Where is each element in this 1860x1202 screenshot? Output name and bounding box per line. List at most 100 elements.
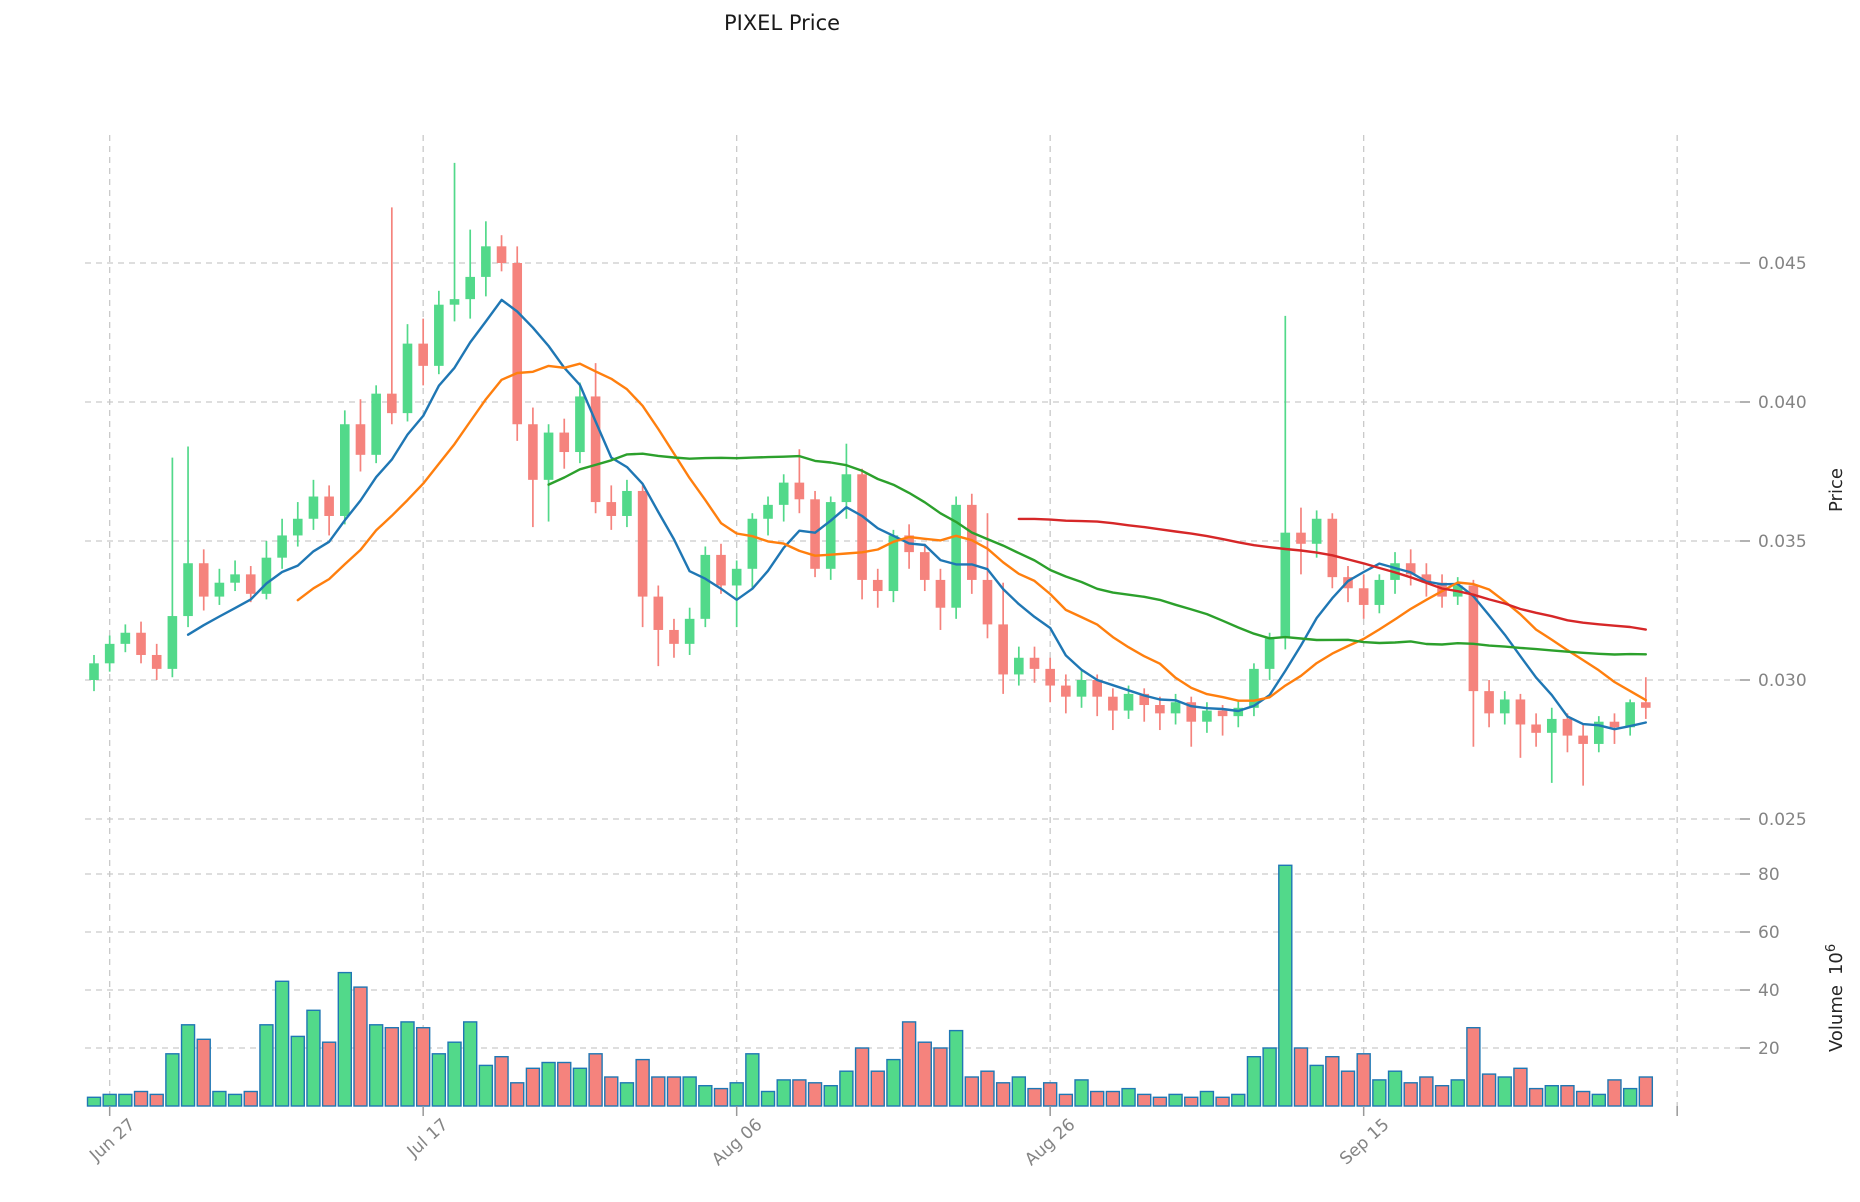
candle-body-up <box>465 276 475 300</box>
candle-body-up <box>1014 657 1024 675</box>
candle-body-down <box>935 579 946 608</box>
candle-body-down <box>1531 724 1541 733</box>
candle-body-up <box>167 616 178 669</box>
candle-body-up <box>292 518 303 536</box>
volume-bar-down <box>651 1076 666 1107</box>
candle-body-down <box>496 246 507 263</box>
volume-bar-up <box>447 1041 462 1107</box>
volume-bar-down <box>1058 1093 1074 1107</box>
volume-bar-down <box>666 1076 682 1107</box>
candle-body-down <box>1029 657 1040 669</box>
candle-body-up <box>1374 579 1385 605</box>
price-tick-0025: 0.025 <box>1758 810 1807 830</box>
price-axis-label: Price <box>1826 468 1847 512</box>
candle-body-down <box>1562 718 1573 736</box>
volume-bar-up <box>682 1076 697 1107</box>
volume-axis-label: Volume 106 <box>1824 944 1847 1052</box>
candle-body-up <box>261 557 272 594</box>
candle-body-down <box>151 654 162 669</box>
candle-body-up <box>1170 702 1181 714</box>
volume-bar-up <box>165 1053 180 1107</box>
volume-bar-up <box>1246 1055 1262 1107</box>
x-tick-jul17: Jul 17 <box>403 1115 452 1162</box>
candle-body-up <box>1249 668 1259 708</box>
volume-bar-up <box>1262 1047 1277 1107</box>
candle-body-down <box>919 552 930 580</box>
volume-bar-down <box>1325 1055 1340 1107</box>
candle-body-down <box>1045 668 1055 686</box>
volume-bar-up <box>745 1053 760 1107</box>
volume-bar-down <box>933 1047 948 1107</box>
candle-body-down <box>1327 518 1338 578</box>
candle-body-down <box>1217 710 1228 717</box>
candle-body-up <box>481 246 491 277</box>
volume-bar-down <box>321 1041 337 1107</box>
ma-line-sma60 <box>1017 517 1648 631</box>
candle-body-down <box>716 554 726 586</box>
volume-bar-up <box>839 1070 854 1107</box>
volume-bar-down <box>1513 1067 1528 1107</box>
volume-bar-down <box>980 1070 995 1107</box>
candle-body-up <box>684 618 695 644</box>
volume-bar-down <box>384 1026 400 1107</box>
candle-body-down <box>355 424 366 455</box>
volume-bar-up <box>1074 1079 1089 1107</box>
volume-bar-down <box>1528 1087 1544 1107</box>
volume-bar-down <box>243 1090 258 1107</box>
x-tick-jun27: Jun 27 <box>85 1115 139 1166</box>
volume-bars-layer <box>86 864 1654 1107</box>
candle-body-up <box>1280 532 1291 639</box>
candle-body-down <box>1421 574 1432 583</box>
volume-axis-label-word: Volume <box>1826 985 1847 1052</box>
ma-line-sma30 <box>547 452 1648 656</box>
volume-bar-down <box>1215 1096 1230 1107</box>
candle-body-up <box>371 393 381 455</box>
volume-tick-20: 20 <box>1758 1039 1780 1059</box>
volume-tick-40: 40 <box>1758 981 1780 1001</box>
candle-body-down <box>136 632 146 655</box>
volume-bar-up <box>619 1082 635 1107</box>
candle-body-up <box>622 490 632 516</box>
volume-bar-down <box>1560 1084 1575 1107</box>
candle-body-up <box>888 535 899 592</box>
volume-bar-up <box>1372 1079 1387 1107</box>
volume-bar-up <box>1622 1087 1638 1107</box>
candle-body-down <box>982 579 993 625</box>
volume-bar-up <box>1011 1076 1027 1107</box>
volume-bar-up <box>1168 1093 1183 1107</box>
volume-bar-down <box>854 1047 870 1107</box>
volume-bar-up <box>572 1067 588 1107</box>
tick-marks-layer <box>108 262 1750 1116</box>
volume-tick-60: 60 <box>1758 923 1780 943</box>
candle-body-up <box>1076 680 1087 697</box>
candle-body-down <box>1155 705 1165 714</box>
candle-body-down <box>1092 680 1102 697</box>
candle-body-up <box>1123 693 1134 711</box>
candle-body-down <box>872 579 883 592</box>
volume-bar-down <box>1481 1073 1497 1107</box>
volume-bar-up <box>1450 1079 1465 1107</box>
candle-body-up <box>104 643 115 664</box>
candle-body-down <box>590 396 601 503</box>
candle-body-down <box>653 596 664 630</box>
volume-bar-down <box>1042 1082 1058 1107</box>
candle-body-up <box>1264 638 1275 669</box>
volume-bar-down <box>870 1070 885 1107</box>
volume-bar-up <box>180 1024 196 1107</box>
candle-body-down <box>387 393 397 414</box>
gridlines-layer <box>85 135 1740 1106</box>
candle-body-up <box>778 482 789 505</box>
candle-body-up <box>214 582 225 597</box>
volume-bar-down <box>149 1093 164 1107</box>
candle-body-down <box>198 563 209 597</box>
candle-body-down <box>1296 532 1306 544</box>
candle-body-down <box>1484 691 1494 714</box>
candle-body-down <box>669 629 679 644</box>
volume-bar-down <box>525 1067 541 1107</box>
volume-bar-down <box>1152 1096 1168 1107</box>
volume-bar-down <box>1575 1090 1591 1107</box>
candle-body-up <box>120 632 131 644</box>
candle-body-down <box>1468 585 1479 692</box>
